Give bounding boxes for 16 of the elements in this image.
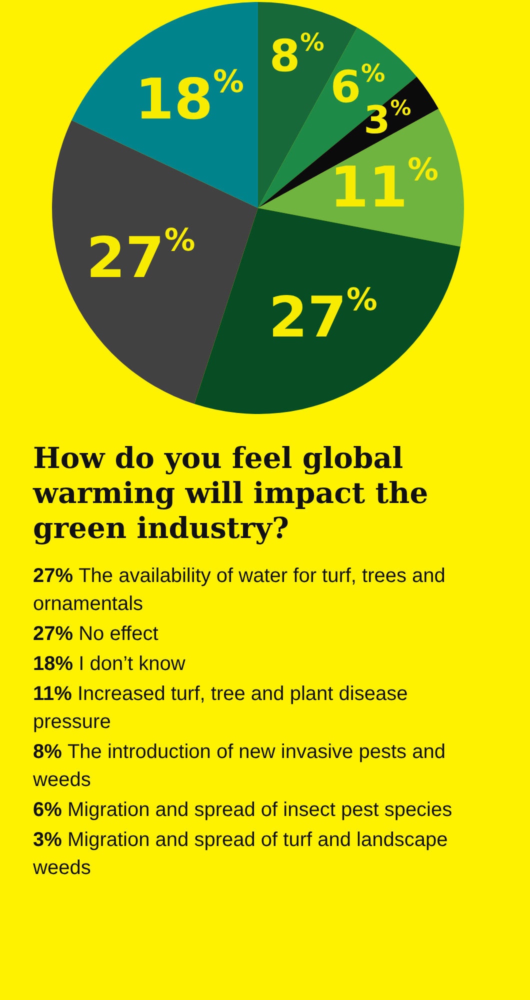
- text: How do you feel global warming will impact the green industry?: [32, 441, 428, 545]
- text: 18% I don’t know: [33, 653, 186, 675]
- data-label: 8$^{%}$: [269, 28, 324, 82]
- text: 27% No effect: [33, 623, 159, 645]
- data-label: 18$^{%}$: [135, 64, 244, 133]
- pie-slice: [194, 208, 460, 414]
- pie-slice: [52, 120, 258, 404]
- data-label: 27$^{%}$: [86, 222, 196, 292]
- data-label: 27$^{%}$: [268, 282, 378, 350]
- text: 11% Increased turf, tree and plant disease pressure: [33, 683, 408, 733]
- data-label: 11$^{%}$: [330, 152, 439, 221]
- text: 8% The introduction of new invasive pests and weeds: [32, 741, 446, 791]
- text: 3% Migration and spread of turf and landscape weeds: [32, 829, 448, 879]
- text: 6% Migration and spread of insect pest species: [33, 799, 452, 821]
- text: 27% The availability of water for turf, trees and ornamentals: [33, 565, 446, 615]
- pie-slice: [72, 2, 258, 208]
